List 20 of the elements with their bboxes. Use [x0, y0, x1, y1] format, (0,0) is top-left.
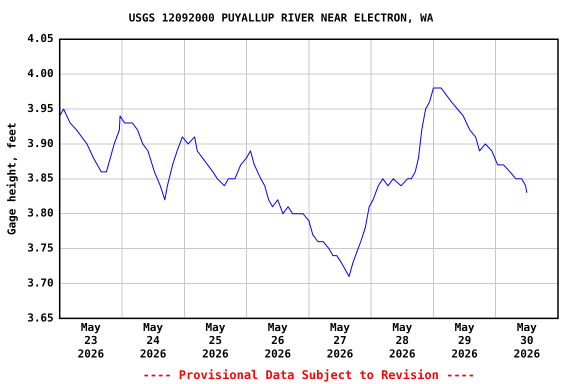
y-tick-label: 3.70 [27, 276, 54, 290]
x-tick-label: May 23 2026 [78, 320, 104, 360]
y-tick-label: 4.00 [27, 66, 54, 80]
y-tick-label: 3.65 [27, 311, 54, 324]
y-tick-label: 3.85 [27, 172, 54, 185]
x-tick-label: May 30 2026 [514, 320, 540, 360]
y-tick-label: 4.05 [27, 32, 54, 46]
x-tick-label: May 24 2026 [140, 320, 167, 360]
y-tick-label: 3.95 [27, 102, 54, 115]
x-tick-label: May 28 2026 [389, 320, 416, 360]
x-tick-label: May 26 2026 [264, 320, 292, 360]
text: ---- Provisional Data Subject to Revision ---- [142, 368, 476, 382]
chart-title: USGS 12092000 PUYALLUP RIVER NEAR ELECTRON, WA [128, 11, 434, 24]
y-tick-label: 3.80 [27, 206, 54, 220]
y-tick-label: 3.75 [27, 241, 54, 254]
x-tick-label: May 29 2026 [451, 320, 478, 360]
x-tick-label: May 25 2026 [202, 320, 230, 360]
y-tick-label: 3.90 [27, 136, 54, 150]
y-axis-title: Gage height, feet [5, 122, 18, 236]
x-tick-label: May 27 2026 [326, 320, 354, 360]
